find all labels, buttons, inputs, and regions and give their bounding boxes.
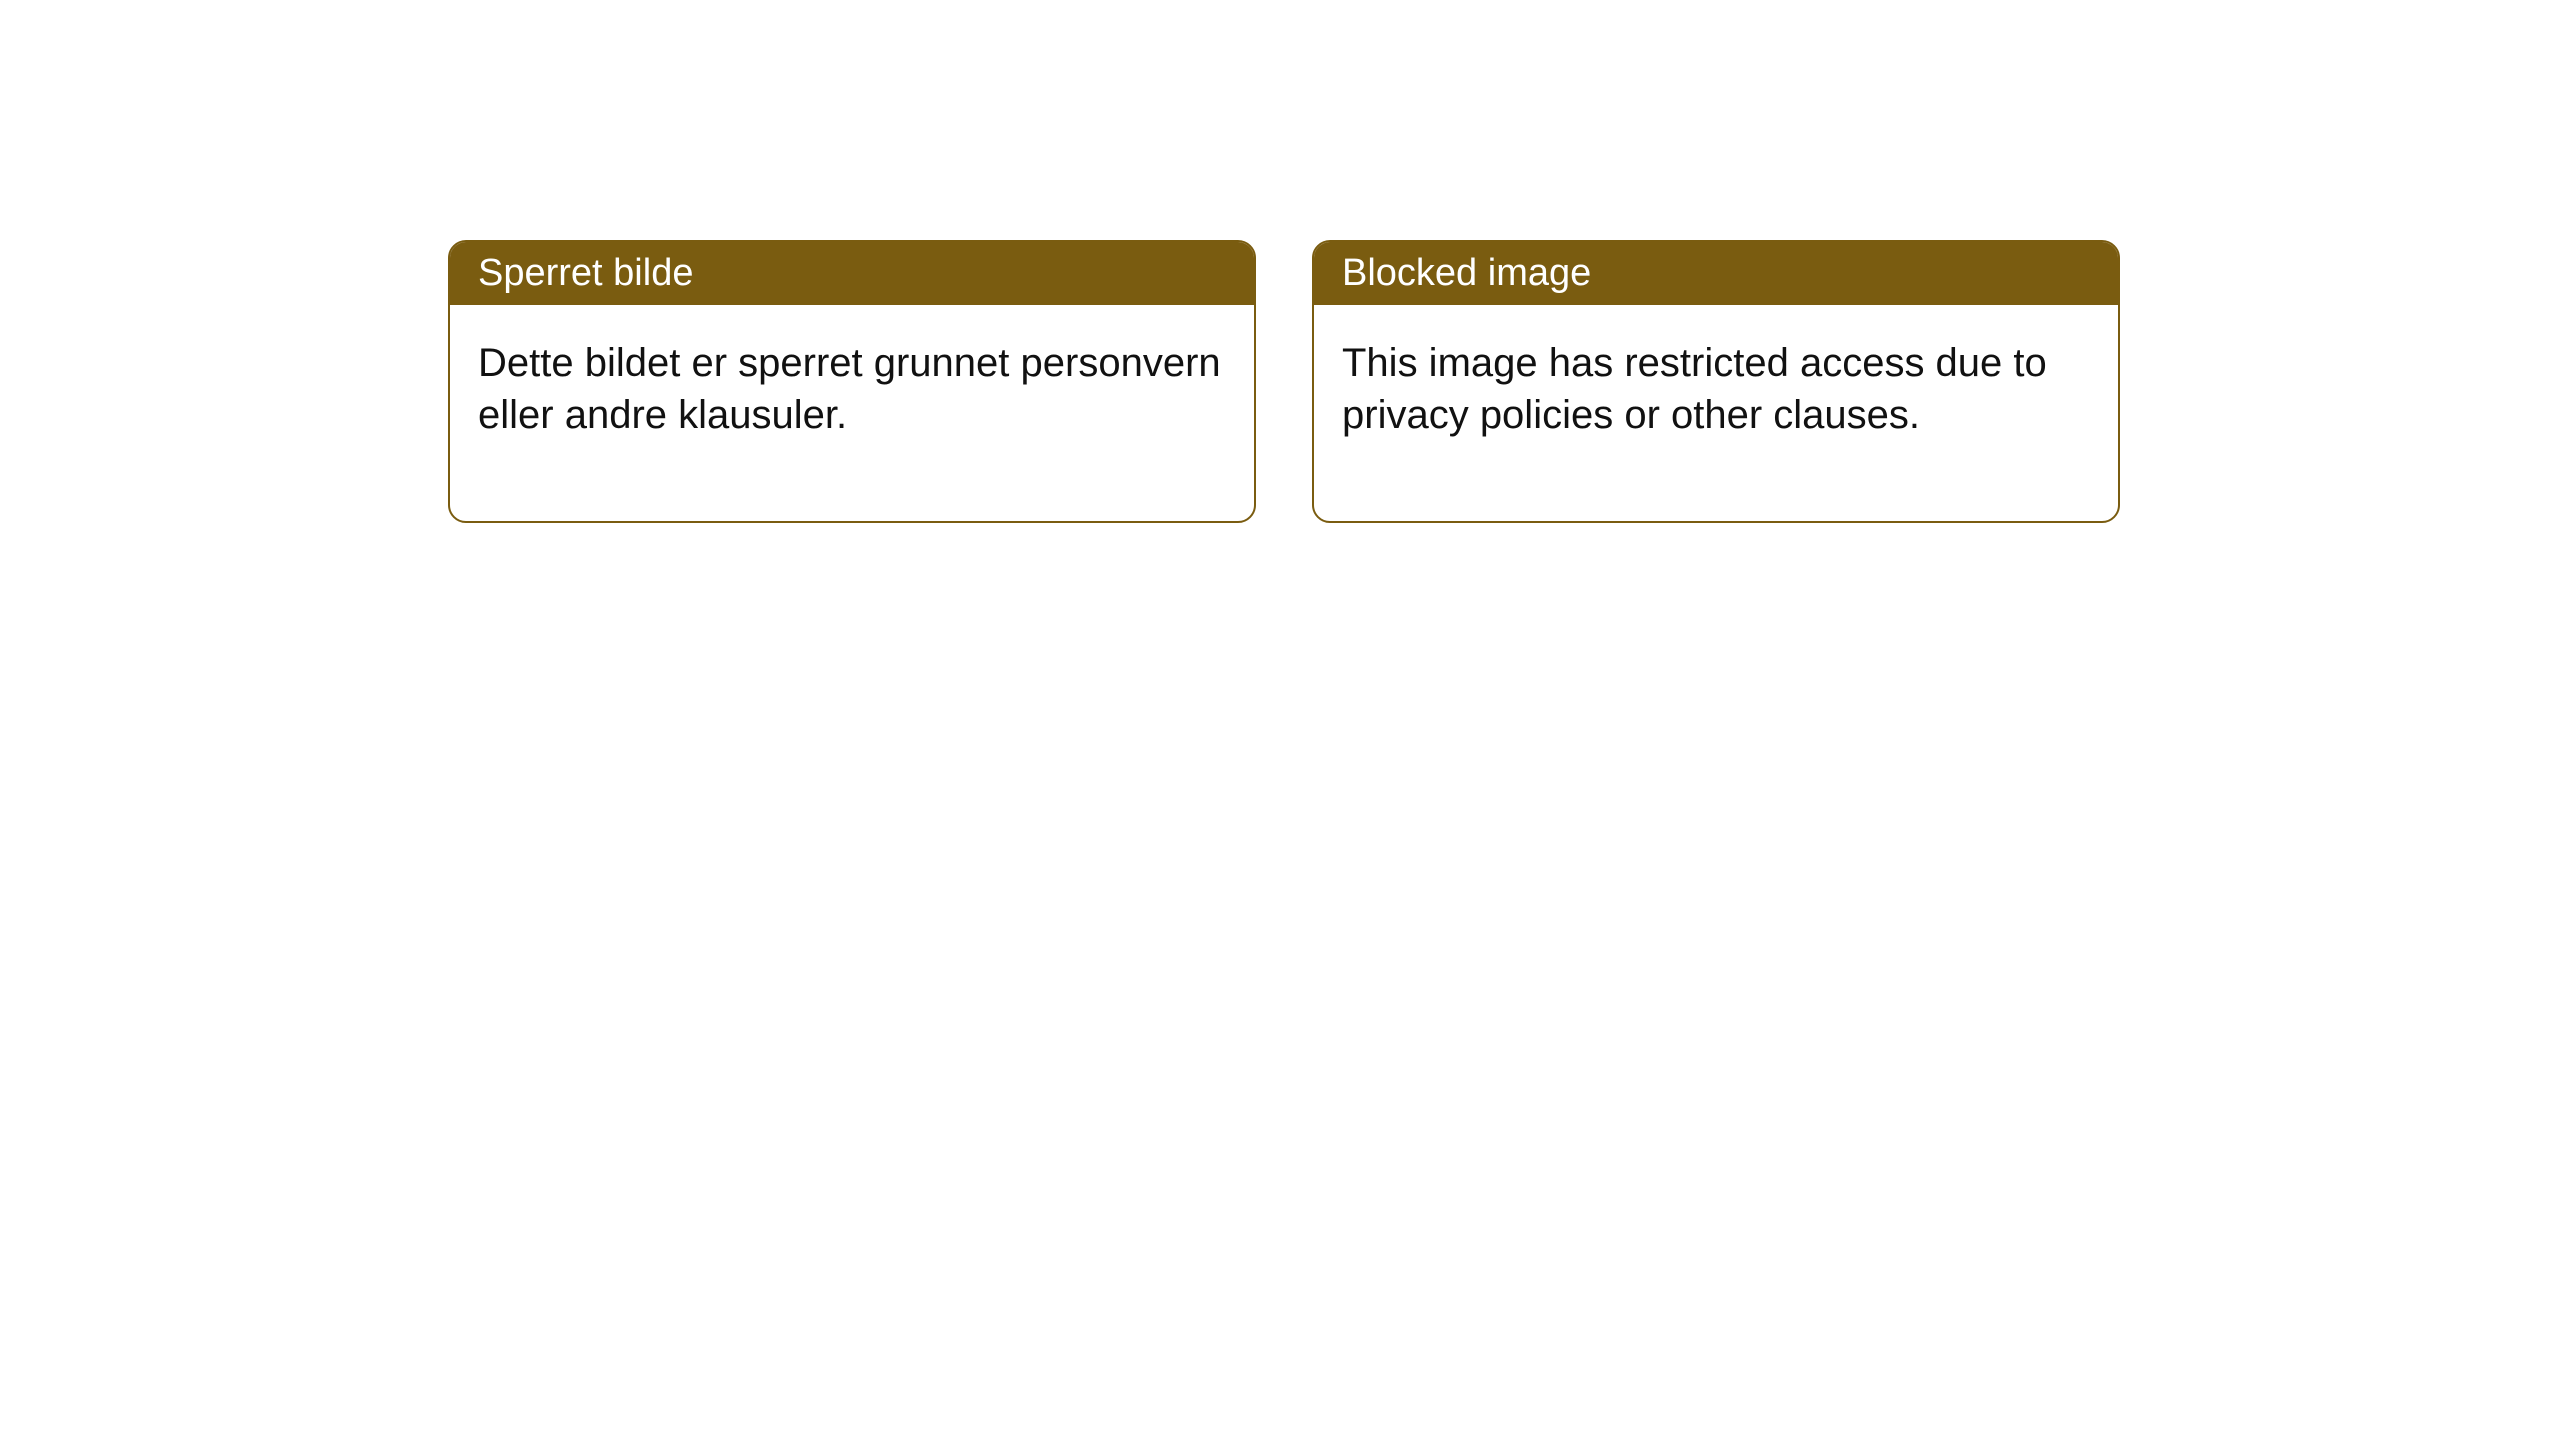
card-body-text: Dette bildet er sperret grunnet personve… [450, 305, 1254, 521]
blocked-image-card-no: Sperret bilde Dette bildet er sperret gr… [448, 240, 1256, 523]
cards-container: Sperret bilde Dette bildet er sperret gr… [0, 0, 2560, 523]
card-title: Blocked image [1314, 242, 2118, 305]
card-body-text: This image has restricted access due to … [1314, 305, 2118, 521]
blocked-image-card-en: Blocked image This image has restricted … [1312, 240, 2120, 523]
card-title: Sperret bilde [450, 242, 1254, 305]
